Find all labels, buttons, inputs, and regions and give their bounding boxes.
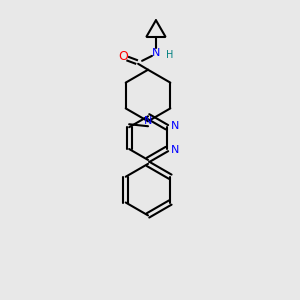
Text: N: N [171, 121, 179, 131]
Text: N: N [152, 48, 160, 58]
Text: N: N [171, 145, 179, 155]
Text: H: H [166, 50, 173, 60]
Text: O: O [118, 50, 128, 63]
Text: N: N [144, 116, 152, 126]
